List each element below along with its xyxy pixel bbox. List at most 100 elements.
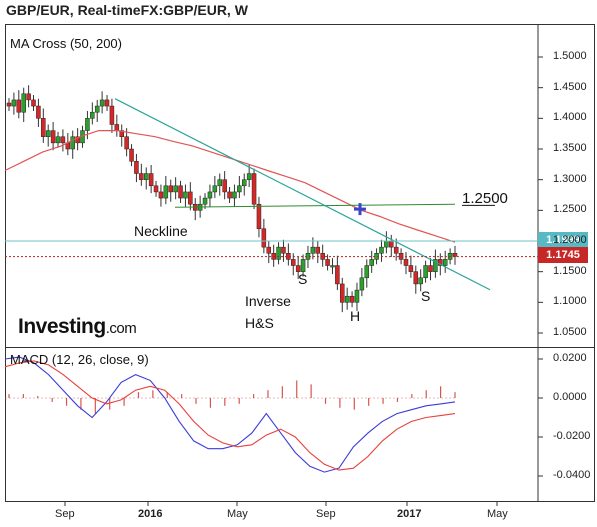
- candle-body: [168, 185, 173, 193]
- candle-body: [99, 99, 105, 107]
- candle-body: [217, 179, 222, 187]
- candle-body: [75, 136, 80, 144]
- candle-body: [384, 240, 389, 248]
- candle-body: [11, 99, 17, 107]
- candle-body: [188, 191, 193, 205]
- candle-body: [242, 179, 247, 187]
- candle-body: [124, 136, 129, 150]
- candle-body: [178, 185, 183, 199]
- candle-body: [349, 295, 355, 303]
- candle-body: [237, 185, 242, 193]
- candle-body: [291, 259, 296, 266]
- candle-body: [26, 93, 31, 101]
- left-shoulder-annotation: S: [298, 271, 308, 287]
- candle-body: [173, 185, 178, 193]
- candle-body: [222, 179, 227, 193]
- ma-200-line: [4, 130, 456, 243]
- macd-line: [4, 356, 456, 473]
- ma-cross-label: MA Cross (50, 200): [10, 36, 122, 51]
- price-y-tick: 1.5000: [553, 50, 587, 62]
- right-shoulder-annotation: S: [421, 288, 431, 304]
- investing-logo: Investing.com: [18, 315, 137, 339]
- candle-body: [148, 173, 154, 187]
- candle-body: [359, 277, 365, 291]
- logo-suffix: .com: [105, 320, 137, 337]
- candle-body: [109, 105, 115, 125]
- candle-body: [266, 246, 272, 254]
- candle-body: [369, 259, 374, 266]
- candle-body: [207, 191, 213, 199]
- signal-line: [4, 360, 456, 471]
- candle-body: [251, 173, 257, 205]
- candles-layer: [6, 85, 458, 313]
- x-axis-tick: 2016: [138, 508, 163, 520]
- candle-body: [315, 246, 321, 254]
- candle-body: [300, 259, 306, 272]
- price-y-tick: 1.3000: [553, 172, 587, 185]
- x-axis-tick: May: [487, 508, 508, 520]
- candle-body: [335, 265, 340, 285]
- price-y-tick: 1.0500: [553, 326, 587, 338]
- candle-body: [423, 265, 428, 279]
- ma-50-line: [174, 203, 456, 208]
- last-price-tag: 1.1745: [538, 247, 588, 263]
- candle-body: [129, 148, 134, 162]
- candle-body: [134, 161, 139, 174]
- price-y-tick: 1.2000: [553, 234, 587, 246]
- candle-body: [433, 259, 438, 272]
- candle-body: [212, 185, 218, 193]
- candle-body: [153, 185, 159, 193]
- x-axis-tick: 2017: [397, 508, 422, 520]
- candle-body: [227, 191, 232, 199]
- candle-body: [6, 102, 12, 107]
- candle-body: [90, 111, 95, 119]
- candle-body: [281, 246, 286, 254]
- macd-panel[interactable]: [5, 346, 595, 502]
- candle-body: [119, 130, 124, 137]
- candle-body: [418, 277, 423, 285]
- candle-body: [261, 228, 267, 248]
- downtrend-line: [114, 98, 491, 291]
- neckline-annotation: Neckline: [134, 223, 188, 239]
- candle-body: [163, 185, 169, 199]
- resistance-price-tag: 1.1999: [538, 232, 588, 248]
- macd-y-tick: -0.0400: [553, 469, 591, 481]
- candle-body: [413, 271, 419, 285]
- head-annotation: H: [350, 308, 361, 324]
- candle-body: [438, 259, 443, 266]
- hs-annotation: H&S: [245, 315, 274, 331]
- candle-body: [41, 118, 46, 137]
- macd-layer: [4, 356, 456, 473]
- candle-body: [70, 136, 75, 150]
- candle-body: [344, 295, 350, 303]
- macd-y-tick: 0.0200: [553, 352, 587, 364]
- inverse-annotation: Inverse: [245, 293, 291, 309]
- x-axis-tick: Sep: [55, 508, 75, 520]
- logo-main: Investing: [18, 315, 106, 338]
- candle-body: [143, 173, 149, 180]
- candle-body: [408, 265, 414, 272]
- candle-body: [310, 246, 316, 254]
- candle-body: [45, 130, 51, 137]
- price-y-tick: 1.4500: [553, 80, 587, 93]
- candle-body: [403, 259, 409, 266]
- candle-body: [452, 253, 458, 257]
- price-y-tick: 1.1000: [553, 295, 587, 308]
- chart-title: GBP/EUR, Real-timeFX:GBP/EUR, W: [6, 2, 248, 18]
- candle-body: [364, 265, 370, 279]
- candle-body: [60, 136, 66, 144]
- price-panel[interactable]: [5, 24, 595, 348]
- annotation-lines-layer: [5, 56, 543, 506]
- candle-body: [94, 105, 100, 113]
- candle-body: [183, 191, 188, 199]
- candle-body: [114, 124, 120, 131]
- candle-body: [354, 289, 360, 303]
- moving-averages-layer: [4, 130, 456, 243]
- candle-body: [246, 173, 252, 180]
- candle-body: [85, 118, 90, 131]
- candle-body: [50, 130, 56, 144]
- candle-body: [256, 203, 262, 229]
- candle-body: [139, 173, 144, 180]
- macd-y-tick: -0.0200: [553, 430, 591, 442]
